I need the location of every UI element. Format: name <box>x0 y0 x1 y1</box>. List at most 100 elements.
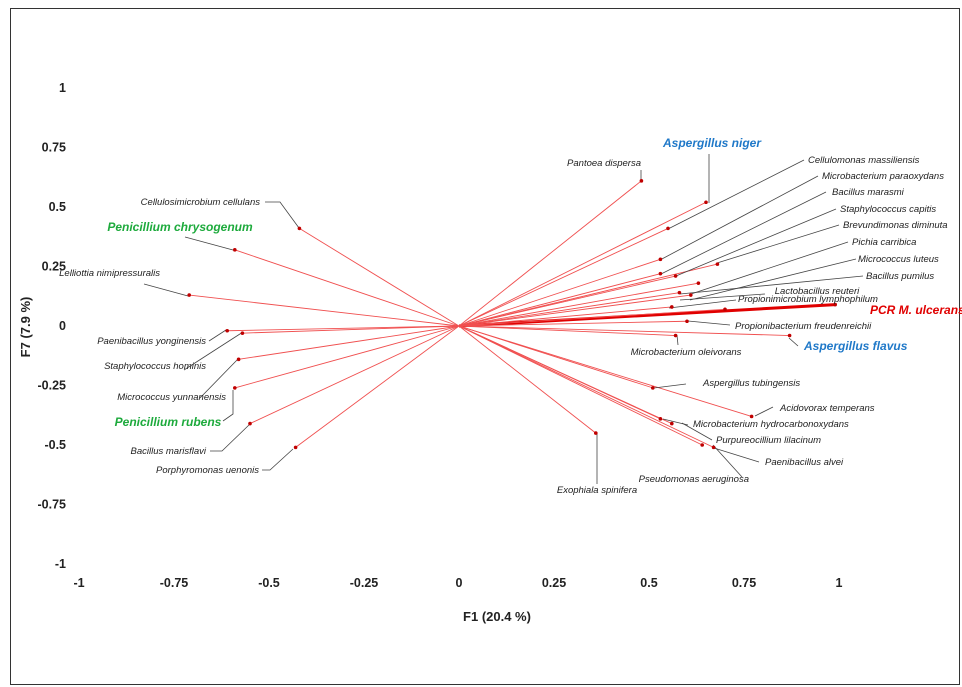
vector-line <box>249 325 460 424</box>
vector-label: Microbacterium hydrocarbonoxydans <box>693 419 849 430</box>
vector-line <box>458 180 642 327</box>
label-leader-line <box>667 159 805 230</box>
label-leader-line <box>199 358 239 399</box>
vector-label: Acidovorax temperans <box>779 403 875 414</box>
vector-point <box>240 331 245 335</box>
label-leader-line <box>262 448 294 471</box>
vector-point <box>233 248 237 252</box>
vector-line <box>458 325 676 336</box>
vector-point <box>715 262 720 266</box>
label-leader-line <box>660 191 827 275</box>
label-leader-line <box>712 444 743 478</box>
vector-point <box>666 226 670 231</box>
vector-point <box>233 386 237 390</box>
label-leader-line <box>679 275 864 295</box>
vector-line <box>458 325 597 434</box>
vector-label: Propionimicrobium lymphophilum <box>738 294 878 305</box>
label-leader-line <box>690 241 849 295</box>
y-tick-label: -0.75 <box>38 498 67 512</box>
vector-label: Aspergillus niger <box>662 136 762 150</box>
x-tick-label: 0.25 <box>542 576 566 590</box>
vector-line <box>234 325 460 389</box>
y-tick-label: -0.5 <box>44 438 66 452</box>
vector-point <box>248 421 252 426</box>
vector-line <box>458 325 703 446</box>
vector-point <box>236 357 241 362</box>
vector-line <box>458 273 661 327</box>
x-axis-label: F1 (20.4 %) <box>463 609 531 624</box>
vector-line <box>299 228 460 327</box>
vector-point <box>673 274 678 278</box>
vector-label: Microbacterium paraoxydans <box>822 171 944 182</box>
y-tick-label: 0 <box>59 319 66 333</box>
vector-label: Cellulomonas massiliensis <box>808 155 920 166</box>
label-leader-line <box>184 236 234 251</box>
label-leader-line <box>659 175 819 261</box>
vector-label: Penicillium chrysogenum <box>107 220 253 234</box>
vector-label: Bacillus pumilus <box>866 271 934 282</box>
vector-label: Aspergillus flavus <box>803 339 908 353</box>
x-tick-label: 0.75 <box>732 576 756 590</box>
vector-label: Micrococcus yunnanensis <box>117 392 226 403</box>
vector-point <box>297 226 302 231</box>
vector-label: Bacillus marisflavi <box>131 446 207 457</box>
label-leader-line <box>222 390 234 422</box>
vector-point <box>651 386 655 390</box>
vector-label: PCR M. ulcerans <box>870 303 962 317</box>
vector-label: Bacillus marasmi <box>832 187 905 198</box>
x-tick-label: 0.5 <box>640 576 657 590</box>
vector-point <box>700 443 704 447</box>
vector-lines <box>189 180 836 448</box>
vector-point <box>293 445 298 450</box>
vector-label: Staphylococcus capitis <box>840 204 936 215</box>
x-tick-label: 0 <box>456 576 463 590</box>
vector-line <box>238 325 460 360</box>
y-tick-label: 0.25 <box>42 260 66 274</box>
vector-point <box>723 307 727 312</box>
vector-label: Pseudomonas aeruginosa <box>639 474 749 485</box>
vector-label: Penicillium rubens <box>115 415 222 429</box>
vector-point <box>225 328 229 333</box>
vector-line <box>458 308 726 327</box>
x-tick-label: -0.75 <box>160 576 189 590</box>
vector-label: Brevundimonas diminuta <box>843 220 948 231</box>
vector-line <box>295 325 460 448</box>
vector-point <box>685 319 689 324</box>
label-leader-line <box>183 331 244 371</box>
vector-labels: PCR M. ulcerans Aspergillus niger Aspergil… <box>59 136 962 496</box>
label-leader-line <box>668 299 737 309</box>
vector-label: Exophiala spinifera <box>557 485 637 496</box>
label-leader-line <box>689 258 857 301</box>
label-leader-line <box>210 423 251 452</box>
vector-point <box>658 257 663 262</box>
x-tick-label: -0.5 <box>258 576 280 590</box>
label-leader-line <box>676 334 679 346</box>
vector-point <box>658 417 663 421</box>
label-leader-line <box>208 329 227 342</box>
vector-label: Aspergillus tubingensis <box>702 378 800 389</box>
vector-label: Micrococcus luteus <box>858 254 939 265</box>
vector-point <box>673 333 678 338</box>
vector-line <box>458 263 718 327</box>
vector-line <box>458 282 699 327</box>
y-tick-label: -1 <box>55 557 66 571</box>
vector-label: Lelliottia nimipressuralis <box>59 268 160 279</box>
label-leader-line <box>143 283 189 297</box>
vector-point <box>704 200 708 205</box>
y-tick-label: 0.75 <box>42 141 66 155</box>
y-tick-label: -0.25 <box>38 379 67 393</box>
x-tick-label: -0.25 <box>350 576 379 590</box>
vector-label: Microbacterium oleivorans <box>631 347 742 358</box>
label-leader-line <box>681 422 713 441</box>
vector-line <box>242 325 460 334</box>
vector-line <box>227 325 460 332</box>
vector-line <box>458 292 680 327</box>
vector-point <box>670 305 674 309</box>
vector-point <box>639 179 644 183</box>
vector-label: Paenibacillus yonginensis <box>97 336 206 347</box>
vector-point <box>670 421 674 426</box>
label-leader-line <box>679 293 766 301</box>
vector-point <box>658 271 663 276</box>
x-tick-label: -1 <box>73 576 84 590</box>
vector-point <box>689 293 693 297</box>
